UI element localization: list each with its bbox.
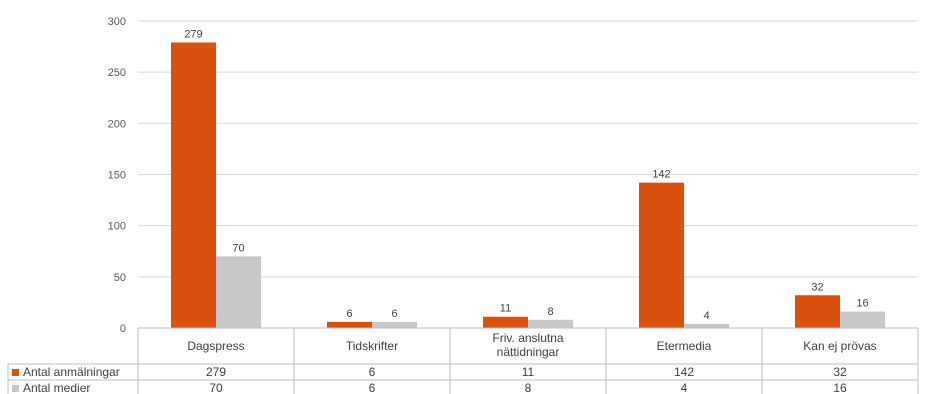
table-cell-0-0: 279 <box>206 365 226 379</box>
category-label-3: Etermedia <box>657 339 712 353</box>
bar-anmalningar-1 <box>327 321 372 328</box>
category-label-2: Friv. anslutna nättidningar <box>492 331 563 359</box>
category-label-0: Dagspress <box>187 339 244 353</box>
data-label-medier-1: 6 <box>391 308 397 320</box>
data-label-medier-4: 16 <box>856 298 868 310</box>
gridlines <box>138 20 918 278</box>
y-tick-label-50: 50 <box>114 272 126 284</box>
data-label-medier-2: 8 <box>547 306 553 318</box>
table-cell-1-3: 4 <box>681 381 688 394</box>
bar-medier-1 <box>372 321 417 328</box>
bar-anmalningar-0 <box>171 42 216 329</box>
table-cell-0-4: 32 <box>833 365 847 379</box>
y-tick-label-0: 0 <box>120 323 126 335</box>
table-cell-0-2: 11 <box>522 365 535 379</box>
data-label-anmalningar-3: 142 <box>652 169 670 181</box>
bar-anmalningar-4 <box>795 295 840 328</box>
data-labels: 279 6 11 142 32 70 6 8 4 16 <box>184 28 868 321</box>
bar-medier-0 <box>216 256 261 328</box>
table-cell-0-3: 142 <box>674 365 694 379</box>
table-cell-1-0: 70 <box>209 381 223 394</box>
data-label-anmalningar-0: 279 <box>184 28 202 40</box>
y-tick-label-300: 300 <box>108 16 126 28</box>
table-row-name-0: Antal anmälningar <box>23 365 120 379</box>
bar-medier-3 <box>684 323 729 328</box>
bar-anmalningar-2 <box>483 316 528 328</box>
bar-medier-4 <box>840 311 885 328</box>
table-cell-1-4: 16 <box>833 381 847 394</box>
category-label-4: Kan ej prövas <box>803 339 876 353</box>
data-label-anmalningar-1: 6 <box>346 308 352 320</box>
data-label-anmalningar-4: 32 <box>811 281 823 293</box>
data-label-anmalningar-2: 11 <box>500 303 511 315</box>
data-label-medier-0: 70 <box>232 242 244 254</box>
data-table: Dagspress Tidskrifter Friv. anslutna nättid… <box>7 327 919 394</box>
table-cell-1-1: 6 <box>369 381 376 394</box>
bar-anmalningar-3 <box>639 182 684 328</box>
legend-key-0 <box>12 369 19 376</box>
y-axis-tick-labels: 0 50 100 150 200 250 300 <box>108 16 126 335</box>
table-cell-0-1: 6 <box>369 365 376 379</box>
bars <box>171 42 885 329</box>
legend-key-1 <box>12 385 19 392</box>
y-tick-label-100: 100 <box>108 221 126 233</box>
table-cell-1-2: 8 <box>525 381 532 394</box>
table-row-name-1: Antal medier <box>23 381 90 394</box>
category-label-1: Tidskrifter <box>346 339 398 353</box>
bar-medier-2 <box>528 319 573 328</box>
data-label-medier-3: 4 <box>703 310 709 322</box>
y-tick-label-150: 150 <box>108 170 126 182</box>
y-tick-label-250: 250 <box>108 67 126 79</box>
y-tick-label-200: 200 <box>108 118 126 130</box>
